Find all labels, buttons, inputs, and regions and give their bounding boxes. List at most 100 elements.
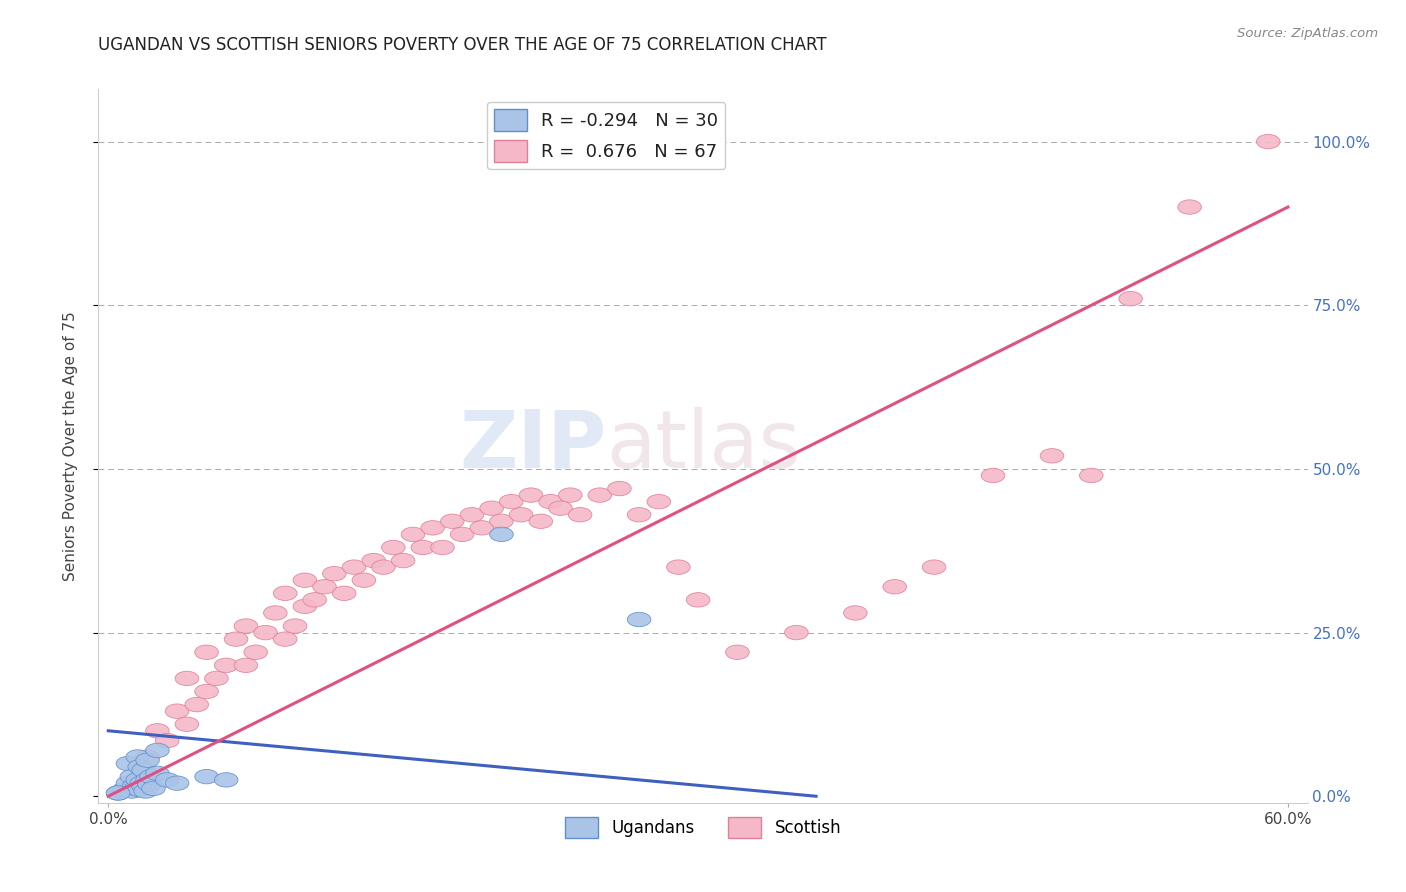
Ellipse shape [156, 733, 179, 747]
Ellipse shape [136, 772, 159, 787]
Ellipse shape [548, 501, 572, 516]
Ellipse shape [128, 782, 152, 797]
Ellipse shape [391, 553, 415, 568]
Ellipse shape [352, 573, 375, 588]
Ellipse shape [205, 671, 228, 686]
Ellipse shape [785, 625, 808, 640]
Ellipse shape [489, 514, 513, 528]
Ellipse shape [647, 494, 671, 508]
Ellipse shape [107, 786, 129, 800]
Ellipse shape [136, 753, 159, 767]
Ellipse shape [302, 592, 326, 607]
Ellipse shape [176, 671, 198, 686]
Ellipse shape [538, 494, 562, 508]
Ellipse shape [519, 488, 543, 502]
Ellipse shape [725, 645, 749, 659]
Ellipse shape [292, 573, 316, 588]
Ellipse shape [120, 770, 143, 784]
Ellipse shape [128, 760, 152, 774]
Ellipse shape [1119, 292, 1143, 306]
Ellipse shape [292, 599, 316, 614]
Ellipse shape [127, 772, 149, 787]
Ellipse shape [883, 580, 907, 594]
Ellipse shape [136, 750, 159, 764]
Ellipse shape [176, 717, 198, 731]
Ellipse shape [361, 553, 385, 568]
Ellipse shape [1040, 449, 1064, 463]
Ellipse shape [146, 743, 169, 757]
Ellipse shape [460, 508, 484, 522]
Ellipse shape [1257, 135, 1279, 149]
Ellipse shape [195, 645, 218, 659]
Ellipse shape [215, 772, 238, 787]
Ellipse shape [263, 606, 287, 620]
Ellipse shape [224, 632, 247, 647]
Ellipse shape [666, 560, 690, 574]
Ellipse shape [273, 632, 297, 647]
Ellipse shape [922, 560, 946, 574]
Ellipse shape [312, 580, 336, 594]
Ellipse shape [127, 750, 149, 764]
Ellipse shape [132, 763, 156, 777]
Ellipse shape [322, 566, 346, 581]
Ellipse shape [112, 782, 136, 797]
Text: UGANDAN VS SCOTTISH SENIORS POVERTY OVER THE AGE OF 75 CORRELATION CHART: UGANDAN VS SCOTTISH SENIORS POVERTY OVER… [98, 36, 827, 54]
Ellipse shape [120, 784, 143, 798]
Ellipse shape [499, 494, 523, 508]
Ellipse shape [568, 508, 592, 522]
Ellipse shape [142, 781, 166, 796]
Ellipse shape [489, 527, 513, 541]
Ellipse shape [139, 770, 163, 784]
Ellipse shape [253, 625, 277, 640]
Legend: Ugandans, Scottish: Ugandans, Scottish [558, 811, 848, 845]
Ellipse shape [371, 560, 395, 574]
Ellipse shape [450, 527, 474, 541]
Ellipse shape [107, 786, 129, 800]
Ellipse shape [332, 586, 356, 600]
Ellipse shape [844, 606, 868, 620]
Ellipse shape [509, 508, 533, 522]
Ellipse shape [156, 772, 179, 787]
Ellipse shape [124, 781, 148, 796]
Ellipse shape [195, 770, 218, 784]
Ellipse shape [627, 508, 651, 522]
Ellipse shape [243, 645, 267, 659]
Ellipse shape [401, 527, 425, 541]
Ellipse shape [195, 684, 218, 698]
Ellipse shape [132, 780, 156, 794]
Ellipse shape [558, 488, 582, 502]
Ellipse shape [166, 704, 188, 718]
Ellipse shape [1080, 468, 1104, 483]
Ellipse shape [186, 698, 208, 712]
Text: Source: ZipAtlas.com: Source: ZipAtlas.com [1237, 27, 1378, 40]
Text: ZIP: ZIP [458, 407, 606, 485]
Ellipse shape [146, 766, 169, 780]
Ellipse shape [117, 756, 139, 771]
Y-axis label: Seniors Poverty Over the Age of 75: Seniors Poverty Over the Age of 75 [63, 311, 77, 581]
Ellipse shape [411, 541, 434, 555]
Ellipse shape [134, 784, 157, 798]
Ellipse shape [273, 586, 297, 600]
Ellipse shape [215, 658, 238, 673]
Text: atlas: atlas [606, 407, 800, 485]
Ellipse shape [233, 619, 257, 633]
Ellipse shape [138, 777, 162, 792]
Ellipse shape [233, 658, 257, 673]
Ellipse shape [1178, 200, 1201, 214]
Ellipse shape [146, 723, 169, 738]
Ellipse shape [381, 541, 405, 555]
Ellipse shape [440, 514, 464, 528]
Ellipse shape [420, 521, 444, 535]
Ellipse shape [627, 612, 651, 627]
Ellipse shape [122, 780, 146, 794]
Ellipse shape [529, 514, 553, 528]
Ellipse shape [588, 488, 612, 502]
Ellipse shape [342, 560, 366, 574]
Ellipse shape [470, 521, 494, 535]
Ellipse shape [430, 541, 454, 555]
Ellipse shape [479, 501, 503, 516]
Ellipse shape [166, 776, 188, 790]
Ellipse shape [129, 776, 153, 790]
Ellipse shape [283, 619, 307, 633]
Ellipse shape [117, 776, 139, 790]
